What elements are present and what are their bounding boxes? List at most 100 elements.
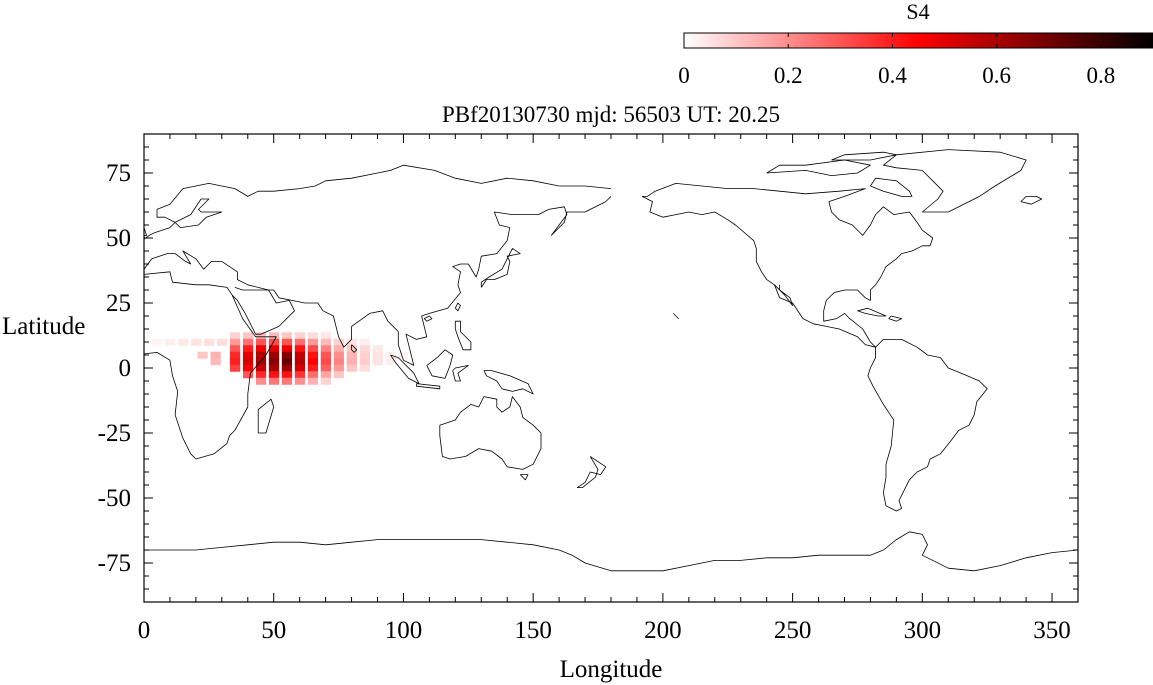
y-tick-label: -50 bbox=[98, 485, 131, 512]
colorbar-tick-label: 0.4 bbox=[878, 63, 907, 88]
heatmap-cell bbox=[346, 338, 357, 346]
heatmap-cell bbox=[255, 345, 267, 353]
coastline-philippines bbox=[454, 320, 472, 351]
heatmap-cell bbox=[255, 351, 267, 359]
heatmap-cell bbox=[255, 377, 267, 385]
heatmap-cell bbox=[242, 332, 254, 340]
heatmap-cell bbox=[359, 364, 370, 372]
heatmap-cell bbox=[216, 338, 228, 346]
heatmap-cell bbox=[242, 338, 254, 346]
heatmap-cell bbox=[281, 377, 293, 385]
colorbar-tick-label: 0.8 bbox=[1087, 63, 1116, 88]
heatmap-cell bbox=[320, 364, 331, 372]
heatmap-cell bbox=[307, 338, 319, 346]
heatmap-cell bbox=[268, 364, 280, 372]
coastline-japan bbox=[480, 248, 521, 288]
heatmap-cell bbox=[229, 358, 241, 366]
heatmap-cell bbox=[294, 358, 306, 366]
x-tick-label: 0 bbox=[138, 617, 151, 644]
heatmap-cell bbox=[229, 351, 241, 359]
coastline-taiwan bbox=[454, 302, 461, 312]
y-tick-label: -25 bbox=[98, 420, 131, 447]
x-axis-label: Longitude bbox=[560, 656, 663, 683]
heatmap-cell bbox=[281, 351, 293, 359]
heatmap-cell bbox=[294, 377, 306, 385]
heatmap-cell bbox=[165, 338, 176, 346]
heatmap-cell bbox=[242, 358, 254, 366]
heatmap-cell bbox=[346, 358, 357, 366]
y-axis-label: Latitude bbox=[2, 313, 85, 340]
heatmap-cell bbox=[268, 345, 280, 353]
heatmap-cell bbox=[268, 371, 280, 379]
colorbar-tick-label: 0.2 bbox=[774, 63, 803, 88]
heatmap-cell bbox=[307, 358, 319, 366]
y-tick-label: -75 bbox=[98, 550, 131, 577]
coastline-north-america bbox=[641, 183, 934, 348]
heatmap-cell bbox=[255, 364, 267, 372]
y-tick-label: 75 bbox=[106, 160, 131, 187]
heatmap-cell bbox=[307, 371, 319, 379]
y-tick-label: 50 bbox=[106, 225, 131, 252]
s4-heatmap bbox=[152, 332, 409, 385]
heatmap-cell bbox=[242, 364, 254, 372]
heatmap-cell bbox=[333, 364, 344, 372]
coastline-hainan bbox=[423, 315, 433, 322]
heatmap-cell bbox=[359, 351, 370, 359]
coastline-eurasia-north bbox=[144, 164, 612, 270]
coastline-uk bbox=[144, 226, 147, 237]
heatmap-cell bbox=[320, 358, 331, 366]
coastline-madagascar bbox=[257, 398, 275, 434]
coastline-hispaniola bbox=[888, 315, 902, 322]
heatmap-cell bbox=[255, 358, 267, 366]
coastline-hawaii bbox=[673, 313, 679, 319]
coastline-africa bbox=[144, 271, 277, 460]
coastline-new-zealand bbox=[576, 456, 607, 488]
heatmap-cell bbox=[229, 332, 241, 340]
coastline-sri-lanka bbox=[351, 344, 358, 353]
heatmap-cell bbox=[281, 338, 293, 346]
coastline-tasmania bbox=[519, 474, 529, 481]
colorbar-tick-label: 0 bbox=[678, 63, 690, 88]
heatmap-cell bbox=[229, 338, 241, 346]
heatmap-cell bbox=[203, 338, 215, 346]
heatmap-cell bbox=[385, 358, 396, 366]
colorbar-tick-label: 0.6 bbox=[982, 63, 1011, 88]
heatmap-cell bbox=[281, 345, 293, 353]
coastline-iceland bbox=[1020, 196, 1043, 205]
y-tick-label: 25 bbox=[106, 290, 131, 317]
heatmap-cell bbox=[307, 332, 319, 340]
heatmap-cell bbox=[242, 371, 254, 379]
heatmap-cell bbox=[359, 345, 370, 353]
heatmap-cell bbox=[320, 332, 331, 340]
heatmap-cell bbox=[320, 377, 331, 385]
heatmap-cell bbox=[372, 358, 383, 366]
colorbar-label: S4 bbox=[906, 0, 929, 24]
heatmap-cell bbox=[294, 371, 306, 379]
coastline-antarctica bbox=[144, 531, 1078, 572]
heatmap-cell bbox=[268, 377, 280, 385]
heatmap-cell bbox=[333, 345, 344, 353]
heatmap-cell bbox=[333, 358, 344, 366]
heatmap-cell bbox=[333, 351, 344, 359]
heatmap-cell bbox=[346, 364, 357, 372]
heatmap-cell bbox=[294, 364, 306, 372]
heatmap-cell bbox=[372, 351, 383, 359]
heatmap-cell bbox=[294, 345, 306, 353]
heatmap-cell bbox=[178, 338, 189, 346]
coastline-baffin bbox=[870, 177, 913, 197]
heatmap-cell bbox=[268, 338, 280, 346]
coastline-borneo bbox=[426, 349, 454, 379]
coastline-south-america bbox=[867, 339, 988, 512]
heatmap-cell bbox=[255, 371, 267, 379]
heatmap-cell bbox=[210, 358, 221, 366]
coastline-sulawesi bbox=[452, 365, 469, 382]
heatmap-cell bbox=[333, 371, 344, 379]
heatmap-cell bbox=[320, 371, 331, 379]
colorbar-ticks: 0 0.2 0.4 0.6 0.8 bbox=[678, 33, 1115, 88]
heatmap-cell bbox=[294, 338, 306, 346]
heatmap-cell bbox=[268, 358, 280, 366]
heatmap-cell bbox=[307, 377, 319, 385]
coastline-arabia bbox=[231, 287, 295, 335]
heatmap-cell bbox=[307, 345, 319, 353]
